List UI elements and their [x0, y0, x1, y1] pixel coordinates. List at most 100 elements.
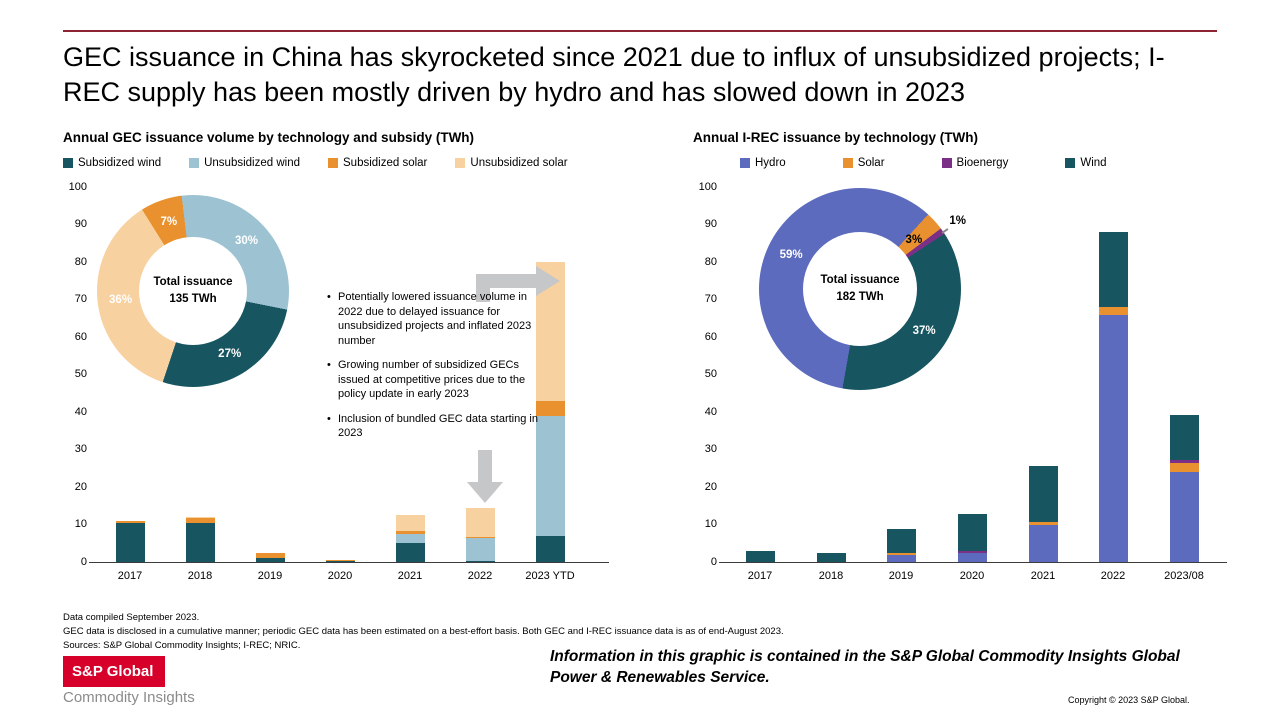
annotation-item: Growing number of subsidized GECs issued…	[325, 358, 553, 402]
bar-segment-bioenergy	[957, 551, 987, 553]
bar-segment-wind	[886, 528, 916, 553]
x-axis-category-label: 2022	[467, 570, 493, 582]
legend-label: Unsubsidized solar	[470, 157, 568, 169]
y-axis-tick-label: 50	[74, 368, 87, 380]
annotation-list: Potentially lowered issuance volume in 2…	[325, 290, 553, 451]
bar-segment-subsidized-solar	[255, 553, 285, 558]
donut-center-value: 135 TWh	[169, 293, 217, 305]
legend-item: Hydro	[740, 157, 786, 169]
annotation-item: Inclusion of bundled GEC data starting i…	[325, 412, 553, 441]
bar-segment-unsubsidized-solar	[185, 517, 215, 519]
y-axis-tick-label: 0	[80, 555, 87, 568]
y-axis-tick-label: 90	[704, 218, 717, 230]
irec-donut-chart: Total issuance 182 TWh 59% 3% 1% 37%	[759, 188, 966, 390]
bar-segment-hydro	[1098, 314, 1128, 562]
bar-segment-wind	[1098, 232, 1128, 307]
legend-swatch-icon	[63, 158, 73, 168]
y-axis: 0 10 20 30 40 50 60 70 80 90 100	[693, 130, 1233, 612]
legend-item: Bioenergy	[941, 157, 1009, 169]
legend-swatch-icon	[941, 158, 952, 168]
donut-slice-label: 30%	[235, 235, 259, 248]
y-axis-tick-label: 80	[704, 255, 717, 268]
donut-slice-label: 59%	[779, 249, 803, 262]
legend-item: Unsubsidized solar	[455, 157, 568, 169]
bar-segment-wind	[957, 513, 987, 552]
legend-label: Wind	[1080, 157, 1107, 169]
bar-segment-hydro	[1169, 472, 1199, 562]
legend-label: Unsubsidized wind	[204, 157, 300, 169]
y-axis-tick-label: 100	[68, 180, 87, 193]
bar-segment-bioenergy	[1169, 460, 1199, 463]
y-axis-tick-label: 40	[74, 405, 87, 418]
bar-segment-unsubsidized-solar	[465, 507, 495, 537]
y-axis-tick-label: 20	[704, 480, 717, 493]
legend-label: Bioenergy	[956, 157, 1009, 169]
donut-slice-label: 1%	[949, 214, 966, 227]
bar-segment-subsidized-solar	[395, 531, 425, 534]
bar-segment-unsubsidized-wind	[395, 533, 425, 544]
donut-slice-label: 36%	[109, 293, 133, 306]
bar-segment-subsidized-solar	[325, 559, 355, 562]
donut-slice-label: 37%	[912, 325, 936, 338]
y-axis-tick-label: 80	[74, 255, 87, 268]
bar-segment-subsidized-wind	[395, 543, 425, 562]
legend-label: Solar	[857, 157, 885, 169]
bar-segment-hydro	[957, 552, 987, 562]
y-axis-tick-label: 40	[704, 405, 717, 418]
bar-segment-solar	[1028, 522, 1058, 525]
irec-issuance-chart: Annual I-REC issuance by technology (TWh…	[693, 130, 1233, 612]
bar-segment-subsidized-wind	[325, 561, 355, 562]
legend-item: Unsubsidized wind	[189, 157, 300, 169]
footnote-line: Data compiled September 2023.	[63, 612, 200, 623]
legend-item: Solar	[842, 157, 885, 169]
bar-segment-unsubsidized-wind	[465, 538, 495, 561]
x-axis-category-label: 2019	[257, 570, 283, 582]
y-axis-tick-label: 20	[74, 480, 87, 493]
y-axis-tick-label: 50	[704, 368, 717, 380]
bar-segment-wind	[745, 550, 775, 562]
copyright-notice: Copyright © 2023 S&P Global.	[1068, 695, 1190, 705]
x-axis-category-label: 2021	[1030, 570, 1056, 582]
x-axis-category-label: 2023/08	[1164, 570, 1204, 582]
y-axis-tick-label: 10	[74, 518, 87, 530]
chart-title: Annual I-REC issuance by technology (TWh…	[693, 130, 979, 145]
footnote-line: GEC data is disclosed in a cumulative ma…	[63, 626, 784, 638]
legend-swatch-icon	[189, 158, 200, 168]
x-axis-category-label: 2018	[818, 570, 844, 582]
chart-legend: Hydro Solar Bioenergy Wind	[740, 157, 1107, 169]
bar-segment-wind	[816, 552, 846, 562]
legend-swatch-icon	[1065, 158, 1076, 168]
x-axis-category-label: 2020	[959, 570, 985, 582]
bar-segment-subsidized-wind	[185, 522, 215, 562]
bar-segment-unsubsidized-solar	[395, 515, 425, 532]
donut-center: Total issuance 182 TWh	[803, 232, 917, 346]
footnote-line: Sources: S&P Global Commodity Insights; …	[63, 640, 301, 652]
bar-segment-subsidized-solar	[115, 520, 145, 523]
donut-slice-label: 7%	[160, 216, 178, 229]
bar-segment-subsidized-wind	[255, 557, 285, 562]
y-axis-tick-label: 60	[74, 330, 87, 343]
legend-item: Subsidized wind	[63, 157, 161, 169]
y-axis-tick-label: 60	[704, 330, 717, 343]
y-axis: 0 10 20 30 40 50 60 70 80 90 100	[63, 130, 625, 612]
service-disclaimer: Information in this graphic is contained…	[550, 648, 1180, 686]
bar-segment-subsidized-wind	[115, 522, 145, 562]
bar-segment-hydro	[1028, 524, 1058, 562]
x-axis-category-label: 2023 YTD	[525, 570, 575, 582]
y-axis-tick-label: 30	[704, 443, 717, 455]
gec-issuance-chart: Annual GEC issuance volume by technology…	[63, 130, 625, 612]
y-axis-tick-label: 10	[704, 518, 717, 530]
y-axis-tick-label: 70	[74, 293, 87, 305]
footnotes: Data compiled September 2023. GEC data i…	[63, 611, 784, 653]
bar-segment-subsidized-solar	[465, 536, 495, 538]
bar-segment-wind	[1169, 415, 1199, 461]
chart-legend: Subsidized wind Unsubsidized wind Subsidiz…	[63, 157, 568, 169]
legend-swatch-icon	[842, 158, 853, 168]
donut-center-title: Total issuance	[820, 274, 900, 287]
donut-center: Total issuance 135 TWh	[139, 237, 247, 345]
x-axis-category-label: 2021	[397, 570, 423, 582]
bar-segment-subsidized-wind	[465, 560, 495, 562]
y-axis-tick-label: 70	[704, 293, 717, 305]
legend-item: Subsidized solar	[328, 157, 427, 169]
donut-center-title: Total issuance	[153, 276, 233, 289]
